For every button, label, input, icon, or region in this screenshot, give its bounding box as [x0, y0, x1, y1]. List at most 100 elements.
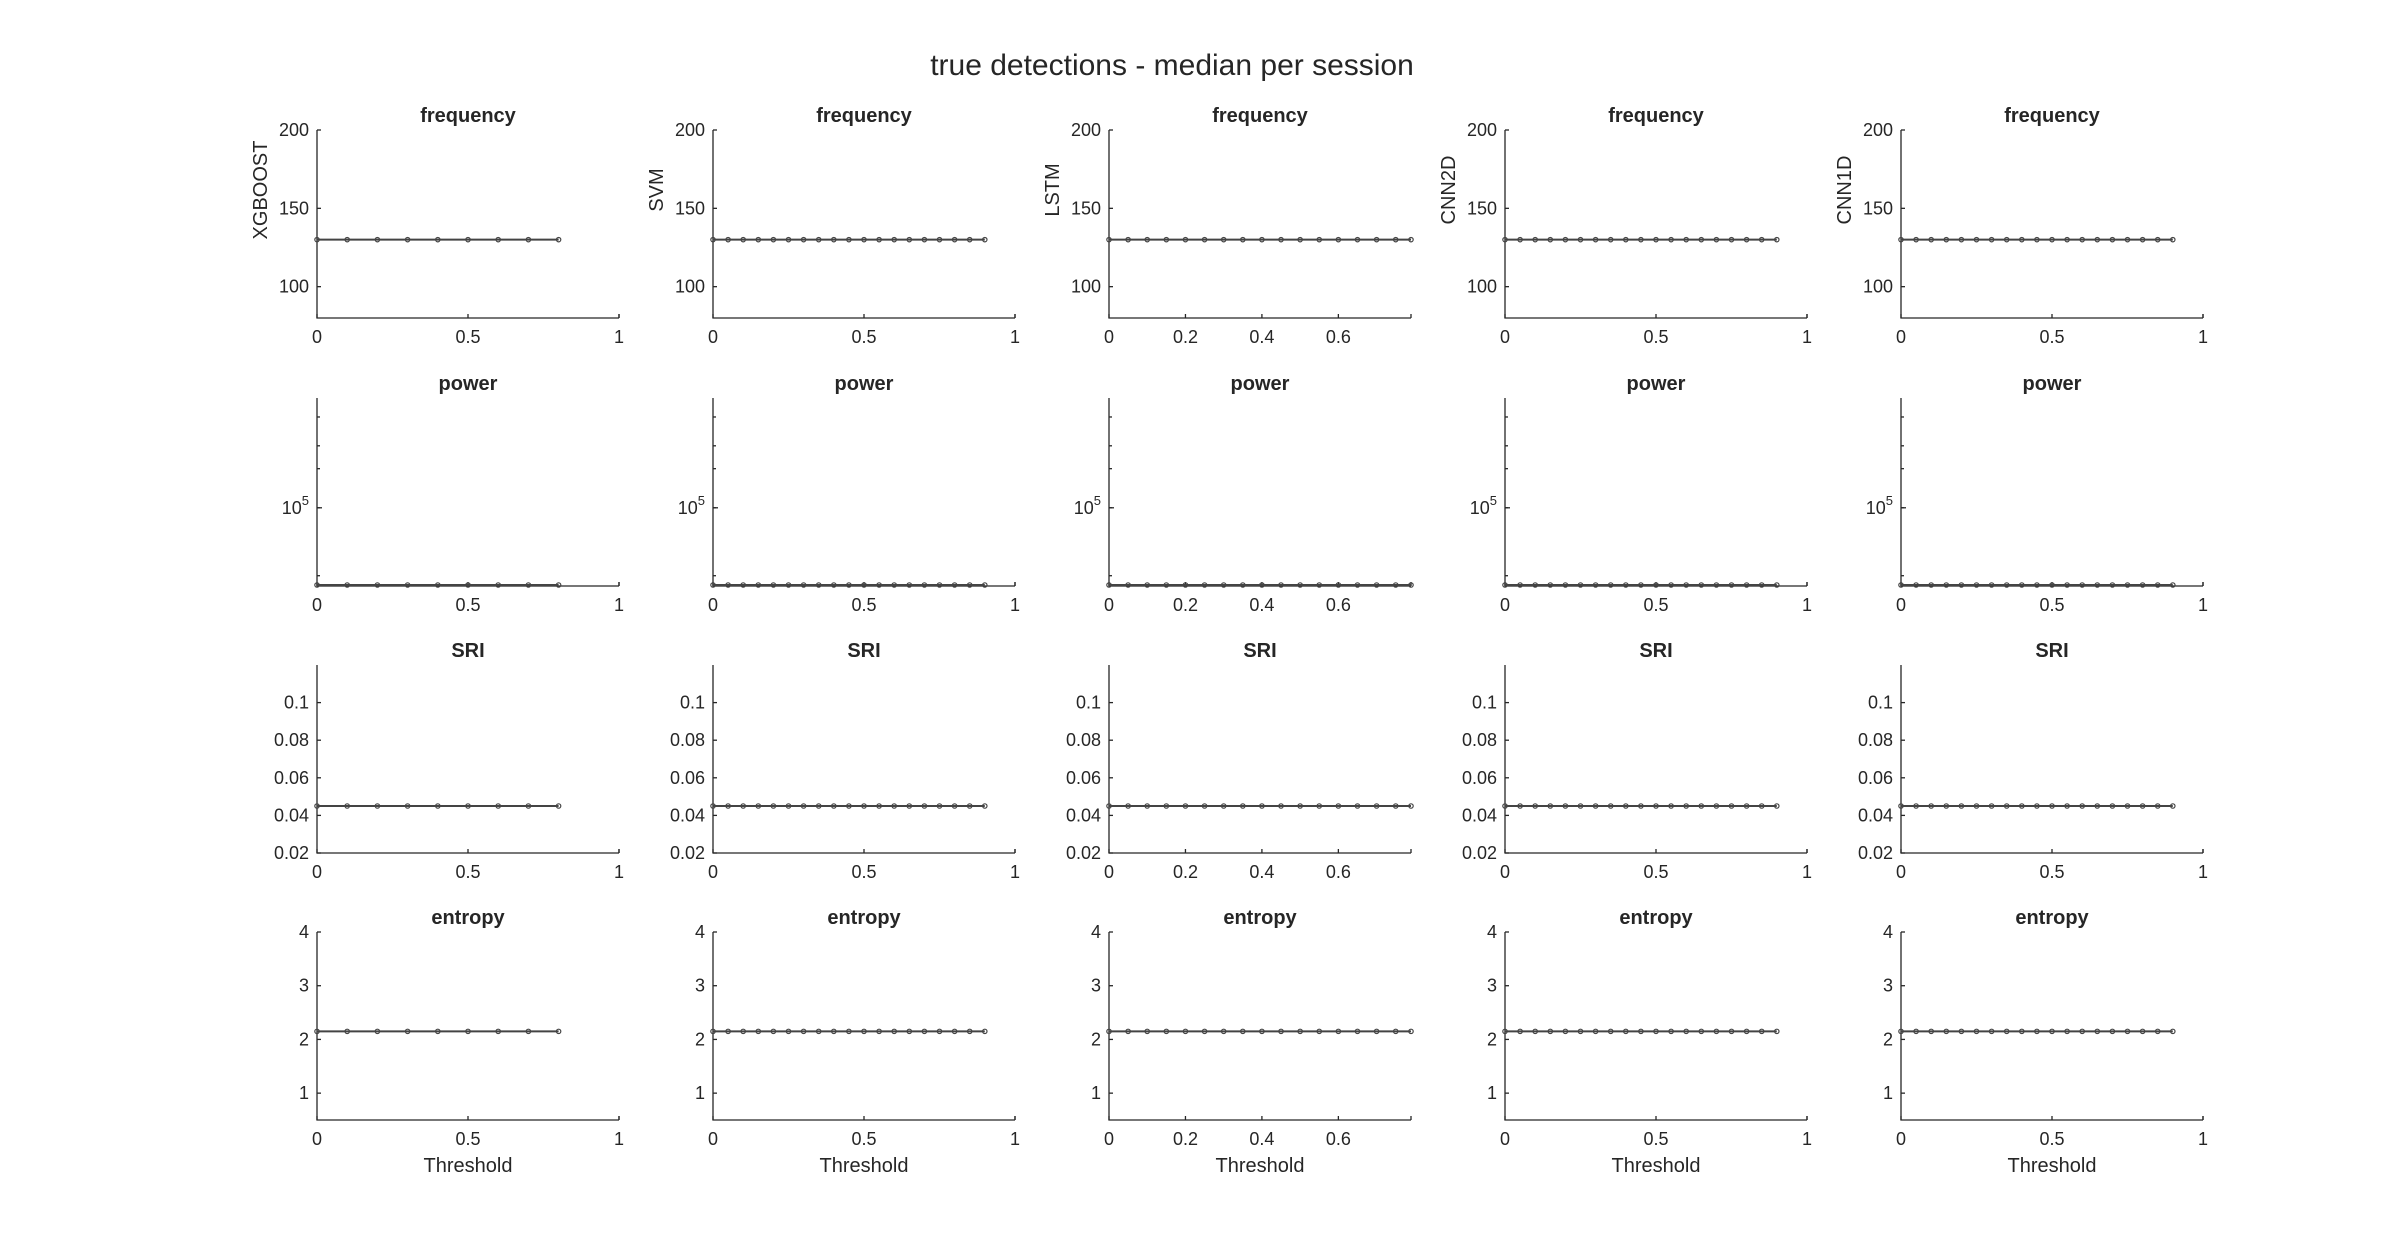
y-tick-label: 0.02 [1066, 843, 1101, 863]
y-tick-label: 100 [1863, 277, 1893, 297]
subplot-title: SRI [451, 640, 484, 662]
data-point [1973, 803, 1980, 809]
data-point [1182, 803, 1189, 809]
x-tick-label: 0.5 [2039, 595, 2064, 615]
data-point [1758, 236, 1765, 243]
data-point [555, 1028, 562, 1035]
x-tick-label: 0.5 [2039, 327, 2064, 347]
axes-lines [1900, 932, 2203, 1121]
data-point [921, 1028, 928, 1035]
data-point [1239, 1028, 1246, 1035]
data-point [1988, 1028, 1995, 1035]
data-point [966, 582, 973, 588]
data-point [1220, 803, 1227, 809]
subplot-title: entropy [1223, 907, 1297, 929]
data-point [1698, 803, 1705, 809]
y-tick-label: 0.08 [1462, 730, 1497, 750]
x-tick-label: 0 [312, 862, 322, 882]
y-tick-label: 1 [1883, 1083, 1893, 1103]
data-point [1774, 236, 1780, 243]
subplot-title: power [439, 373, 498, 395]
data-point [1517, 803, 1523, 809]
data-point [2094, 1028, 2101, 1035]
data-point [525, 236, 532, 243]
axes-lines [1108, 932, 1411, 1121]
data-point [936, 236, 943, 243]
data-point [374, 582, 381, 588]
data-point [1278, 1028, 1284, 1035]
y-tick-label: 1 [1091, 1083, 1101, 1103]
data-point [2064, 582, 2070, 588]
axes-lines [1900, 130, 2203, 319]
data-point [1517, 236, 1523, 243]
data-point [1638, 582, 1644, 588]
data-point [1278, 582, 1284, 588]
data-point [1532, 1028, 1539, 1035]
y-tick-label: 150 [675, 198, 705, 218]
subplot-title: SRI [1243, 640, 1276, 662]
x-tick-label: 0.4 [1249, 595, 1274, 615]
axes-lines [316, 932, 619, 1121]
subplot-title: power [1627, 373, 1686, 395]
x-axis-label: Threshold [820, 1155, 909, 1177]
data-point [891, 236, 898, 243]
data-point [2079, 236, 2086, 243]
y-tick-label: 4 [299, 922, 309, 942]
y-axis-label: XGBOOST [250, 141, 272, 240]
data-point [755, 236, 762, 243]
x-tick-label: 0.5 [2039, 1129, 2064, 1149]
y-tick-label: 1 [1487, 1083, 1497, 1103]
y-tick-label: 0.06 [1462, 768, 1497, 788]
data-point [1163, 1028, 1170, 1035]
data-point [710, 236, 716, 243]
subplot-r3-c1: SRI 0 0.5 1 0.02 0.04 0.06 0.08 0.1 [274, 640, 624, 882]
x-tick-label: 0.6 [1326, 1129, 1351, 1149]
data-point [2049, 1028, 2055, 1035]
subplot-title: frequency [2004, 105, 2100, 127]
data-point [2094, 803, 2101, 809]
data-point [1958, 1028, 1965, 1035]
y-tick-base: 10 [678, 498, 698, 518]
data-point [800, 582, 807, 588]
y-tick-label: 0.04 [1462, 805, 1497, 825]
data-point [740, 1028, 747, 1035]
subplot-title: entropy [431, 907, 505, 929]
x-tick-label: 0 [708, 1129, 718, 1149]
y-tick-exponent: 5 [698, 493, 705, 508]
y-tick-label: 200 [675, 120, 705, 140]
y-tick-label: 1 [299, 1083, 309, 1103]
y-tick-label: 105 [1866, 493, 1893, 518]
data-point [710, 1028, 716, 1035]
data-point [815, 236, 822, 243]
x-tick-label: 0.2 [1173, 862, 1198, 882]
x-tick-label: 0.5 [455, 1129, 480, 1149]
x-tick-label: 1 [1010, 595, 1020, 615]
data-point [2094, 236, 2101, 243]
subplot-r1-c1: frequency 0 0.5 1 100 150 200 XGBOOST [250, 105, 624, 347]
x-tick-label: 1 [2198, 327, 2208, 347]
data-point [1668, 803, 1674, 809]
x-tick-label: 0.2 [1173, 595, 1198, 615]
y-tick-label: 3 [1487, 976, 1497, 996]
data-point [1988, 582, 1995, 588]
data-point [1239, 582, 1246, 588]
data-point [1373, 803, 1380, 809]
data-point [1392, 582, 1399, 588]
data-point [2139, 582, 2146, 588]
x-tick-label: 0.6 [1326, 595, 1351, 615]
axes-lines [1504, 398, 1807, 587]
y-tick-label: 0.06 [1858, 768, 1893, 788]
x-tick-label: 0.5 [1643, 595, 1668, 615]
data-point [981, 1028, 988, 1035]
data-point [740, 582, 747, 588]
data-point [2139, 236, 2146, 243]
subplot-r1-c3: frequency 0 0.2 0.4 0.6 100 150 200 LSTM [1042, 105, 1414, 347]
data-point [1668, 1028, 1674, 1035]
subplot-r1-c4: frequency 0 0.5 1 100 150 200 CNN2D [1438, 105, 1812, 347]
data-point [1316, 582, 1323, 588]
x-tick-label: 0.4 [1249, 1129, 1274, 1149]
data-point [815, 803, 822, 809]
subplot-r4-c5: entropy 0 0.5 1 1 2 3 4 Threshold [1883, 907, 2208, 1177]
figure-title: true detections - median per session [930, 49, 1414, 82]
